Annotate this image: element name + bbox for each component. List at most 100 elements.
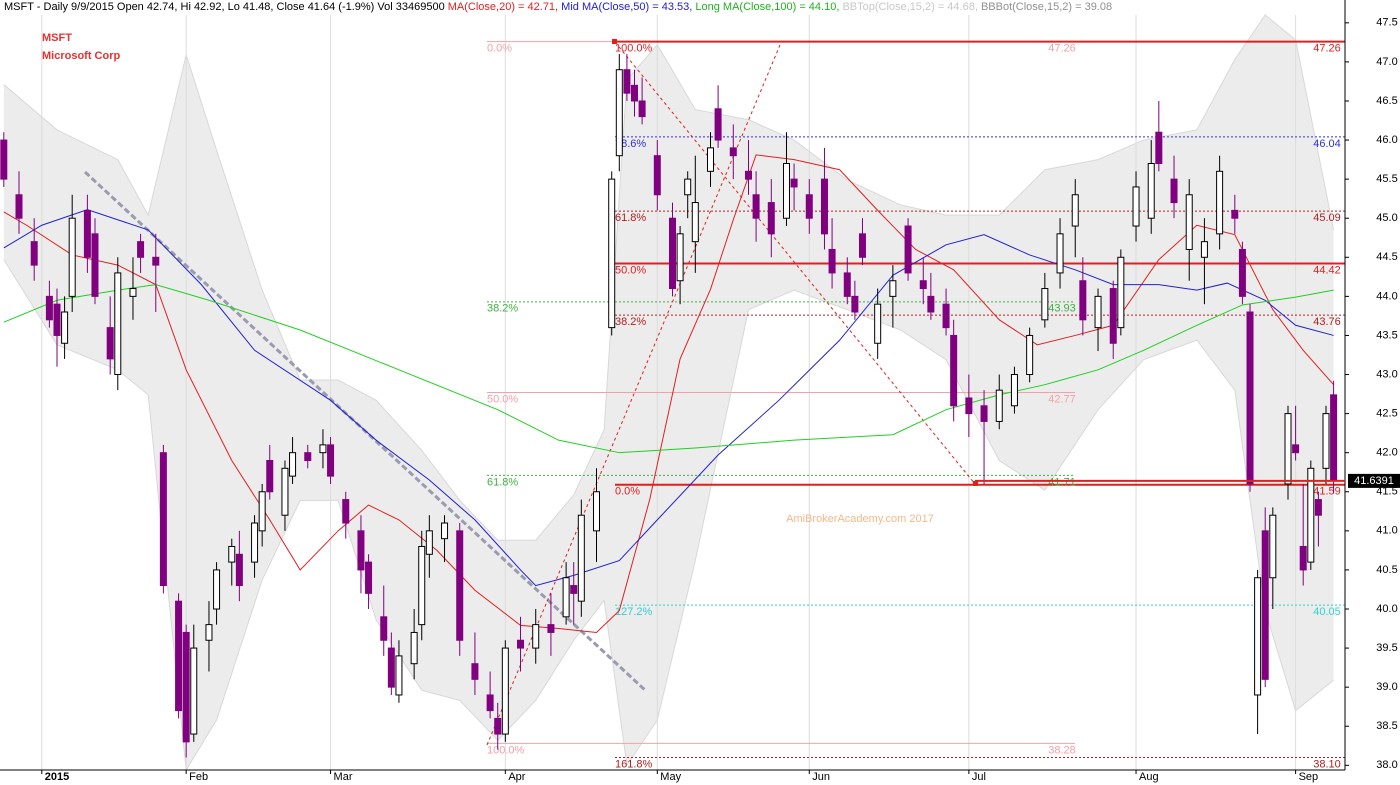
candle-body bbox=[653, 155, 661, 196]
header-segment: Mid MA(Close,50) = 43.53, bbox=[561, 1, 695, 13]
candle-body bbox=[387, 647, 395, 688]
candle-body bbox=[68, 217, 76, 297]
moving-average bbox=[3, 154, 1334, 633]
fib-price-label: 42.77 bbox=[1048, 393, 1076, 405]
y-tick-label: 45.0 bbox=[1376, 212, 1397, 224]
x-tick-label: May bbox=[660, 771, 681, 783]
candle-body bbox=[904, 225, 912, 274]
candle-body bbox=[714, 108, 722, 141]
candle-body bbox=[995, 389, 1003, 422]
candle-body bbox=[1170, 178, 1178, 204]
header-segment: BBBot(Close,15,2) = 39.08 bbox=[981, 1, 1112, 13]
candle-body bbox=[1292, 444, 1300, 454]
candle-body bbox=[235, 553, 243, 587]
moving-average bbox=[3, 284, 1334, 454]
candle-body bbox=[889, 280, 897, 297]
y-tick-label: 46.5 bbox=[1376, 95, 1397, 107]
candle-body bbox=[1041, 288, 1049, 321]
candle-body bbox=[0, 139, 8, 180]
x-tick-label: Sep bbox=[1299, 771, 1319, 783]
candle-body bbox=[942, 303, 950, 329]
candle-body bbox=[486, 694, 494, 712]
candle-body bbox=[418, 545, 426, 626]
x-tick-label: Apr bbox=[508, 771, 525, 783]
candle-body bbox=[441, 522, 449, 540]
candle-body bbox=[106, 327, 114, 360]
candle-body bbox=[517, 639, 525, 649]
candle-body bbox=[767, 202, 775, 235]
candle-body bbox=[266, 459, 274, 493]
y-tick-label: 45.5 bbox=[1376, 173, 1397, 185]
y-tick-label: 39.5 bbox=[1376, 642, 1397, 654]
candle-body bbox=[828, 248, 836, 274]
fib-anchor bbox=[612, 39, 617, 44]
header-segment: Long MA(Close,100) = 44.10, bbox=[695, 1, 842, 13]
moving-average bbox=[3, 209, 1334, 587]
y-tick-label: 43.5 bbox=[1376, 329, 1397, 341]
candle-body bbox=[1330, 394, 1338, 482]
x-tick-label: Feb bbox=[189, 771, 208, 783]
fib-price-label: 46.04 bbox=[1313, 138, 1341, 150]
candle-body bbox=[501, 647, 509, 735]
candle-body bbox=[577, 514, 585, 602]
candle-body bbox=[744, 170, 752, 180]
candle-body bbox=[319, 444, 327, 454]
candle-body bbox=[706, 147, 714, 172]
candle-body bbox=[547, 624, 555, 633]
candle-body bbox=[281, 467, 289, 516]
fib-diagonal bbox=[614, 41, 976, 485]
candle-body bbox=[1231, 209, 1239, 219]
candle-body bbox=[304, 452, 312, 461]
candle-body bbox=[494, 717, 502, 735]
x-tick-label: Jul bbox=[972, 771, 986, 783]
candle-body bbox=[843, 272, 851, 297]
candle-body bbox=[190, 647, 198, 735]
candle-body bbox=[137, 241, 145, 258]
y-tick-label: 44.0 bbox=[1376, 290, 1397, 302]
candle-body bbox=[1216, 170, 1224, 235]
y-tick-label: 46.0 bbox=[1376, 134, 1397, 146]
background-layer bbox=[3, 14, 1345, 772]
candle-body bbox=[425, 530, 433, 555]
fib-price-label: 41.59 bbox=[1313, 486, 1341, 498]
y-tick-label: 39.0 bbox=[1376, 681, 1397, 693]
candle-body bbox=[1147, 162, 1155, 219]
candle-body bbox=[676, 233, 684, 282]
candle-body bbox=[919, 280, 927, 290]
candle-body bbox=[365, 561, 373, 594]
candle-body bbox=[615, 69, 623, 157]
candle-body bbox=[152, 256, 160, 266]
fib-price-label: 47.26 bbox=[1048, 42, 1076, 54]
candle-body bbox=[1284, 413, 1292, 485]
candle-body bbox=[342, 499, 350, 524]
candle-body bbox=[456, 530, 464, 641]
candle-body bbox=[729, 147, 737, 157]
candle-body bbox=[83, 209, 91, 258]
y-tick-label: 40.5 bbox=[1376, 564, 1397, 576]
chart-subtitle: Microsoft Corp bbox=[42, 50, 121, 62]
candle-body bbox=[532, 624, 540, 649]
candle-body bbox=[258, 491, 266, 532]
candle-body bbox=[175, 600, 183, 712]
y-tick-label: 41.5 bbox=[1376, 486, 1397, 498]
candle-body bbox=[1109, 288, 1117, 344]
y-tick-label: 42.0 bbox=[1376, 447, 1397, 459]
fib-level-label: 0.0% bbox=[615, 486, 640, 498]
candle-body bbox=[570, 585, 578, 594]
fib-level-label: 50.0% bbox=[615, 264, 646, 276]
candle-body bbox=[1254, 577, 1262, 696]
fib-price-label: 40.05 bbox=[1313, 606, 1341, 618]
fib-level-label: 161.8% bbox=[615, 758, 653, 770]
candle-body bbox=[1269, 514, 1277, 579]
candle-body bbox=[782, 162, 790, 219]
fib-level-label: 0.0% bbox=[487, 42, 512, 54]
fib-price-label: 38.28 bbox=[1048, 744, 1076, 756]
y-tick-label: 47.0 bbox=[1376, 56, 1397, 68]
candle-body bbox=[820, 178, 828, 235]
fib-level-label: 61.8% bbox=[487, 476, 518, 488]
y-tick-label: 43.0 bbox=[1376, 368, 1397, 380]
candle-body bbox=[251, 522, 259, 563]
fib-level-label: 38.2% bbox=[615, 316, 646, 328]
candle-body bbox=[114, 272, 122, 376]
